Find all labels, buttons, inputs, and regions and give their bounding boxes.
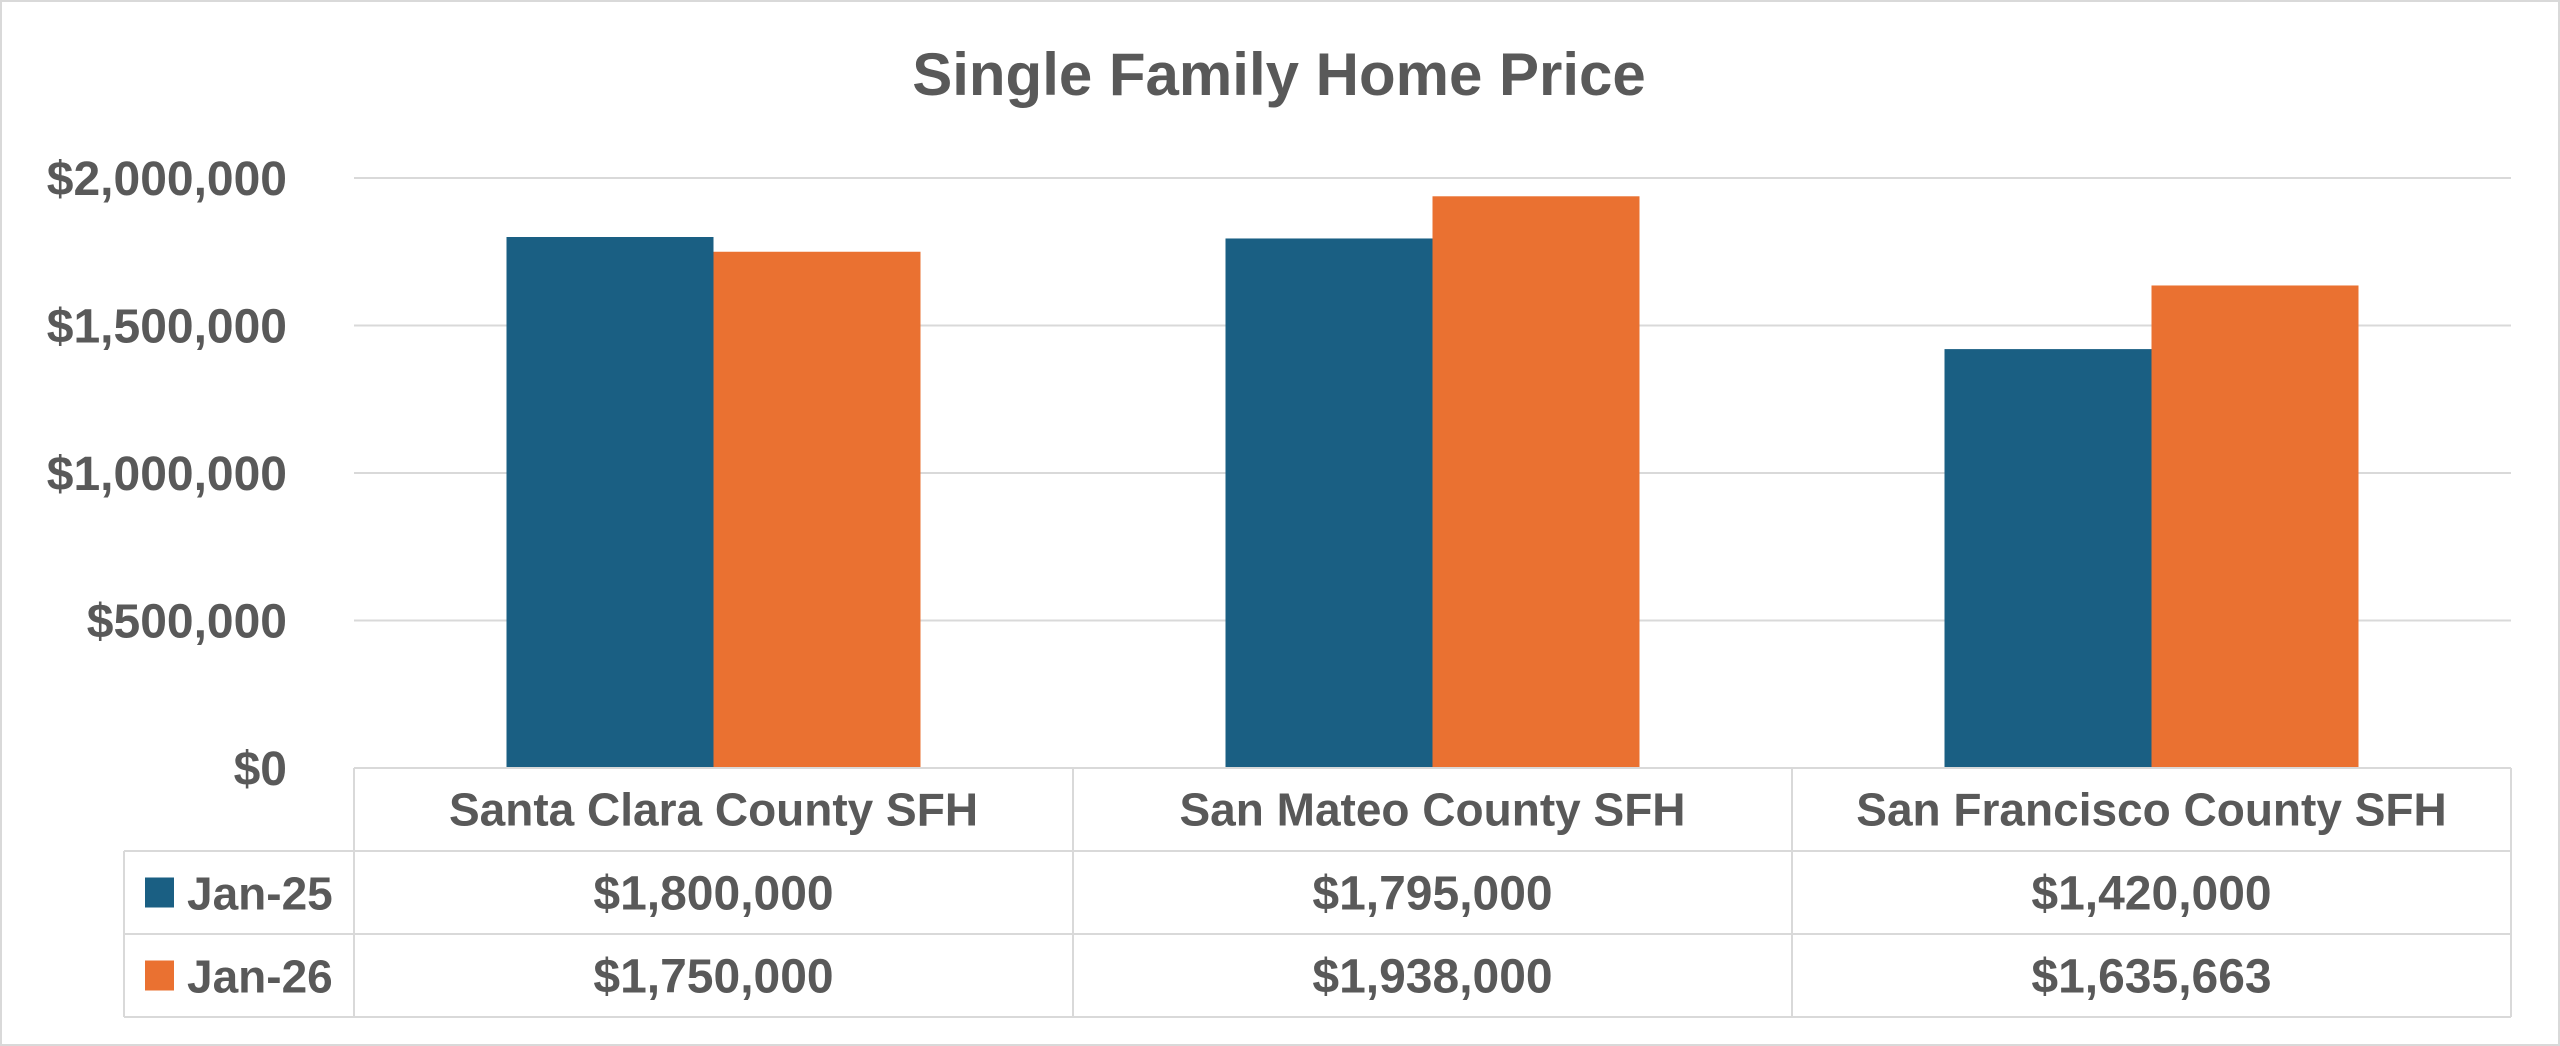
y-axis-tick-labels: $0 $500,000 $1,000,000 $1,500,000 $2,000,000	[47, 153, 287, 796]
x-tick-label: San Francisco County SFH	[1856, 784, 2446, 836]
legend-label: Jan-25	[187, 868, 333, 920]
bar-jan-26-2	[1432, 196, 1640, 769]
data-table: Santa Clara County SFH San Mateo County S…	[123, 767, 2512, 1018]
data-label: $1,750,000	[593, 951, 833, 1004]
legend-swatch	[145, 960, 174, 991]
bar-jan-26-1	[713, 251, 921, 768]
data-label: $1,795,000	[1312, 868, 1552, 921]
data-label: $1,938,000	[1312, 951, 1552, 1004]
bar-jan-25-2	[1225, 238, 1433, 769]
legend-label: Jan-26	[187, 951, 333, 1003]
bar-jan-25-3	[1944, 349, 2152, 768]
y-tick-label: $0	[234, 743, 287, 796]
x-tick-label: Santa Clara County SFH	[449, 784, 978, 836]
y-tick-label: $1,000,000	[47, 448, 287, 501]
y-tick-label: $1,500,000	[47, 301, 287, 354]
data-label: $1,800,000	[593, 868, 833, 921]
bars	[506, 196, 2359, 769]
data-label: $1,635,663	[2031, 951, 2271, 1004]
chart-title: Single Family Home Price	[912, 41, 1646, 108]
bar-jan-25-1	[506, 237, 714, 768]
x-tick-label: San Mateo County SFH	[1179, 784, 1685, 836]
data-label: $1,420,000	[2031, 868, 2271, 921]
y-tick-label: $2,000,000	[47, 153, 287, 206]
y-tick-label: $500,000	[87, 596, 287, 649]
legend-swatch	[145, 877, 174, 908]
bar-jan-26-3	[2151, 285, 2359, 768]
